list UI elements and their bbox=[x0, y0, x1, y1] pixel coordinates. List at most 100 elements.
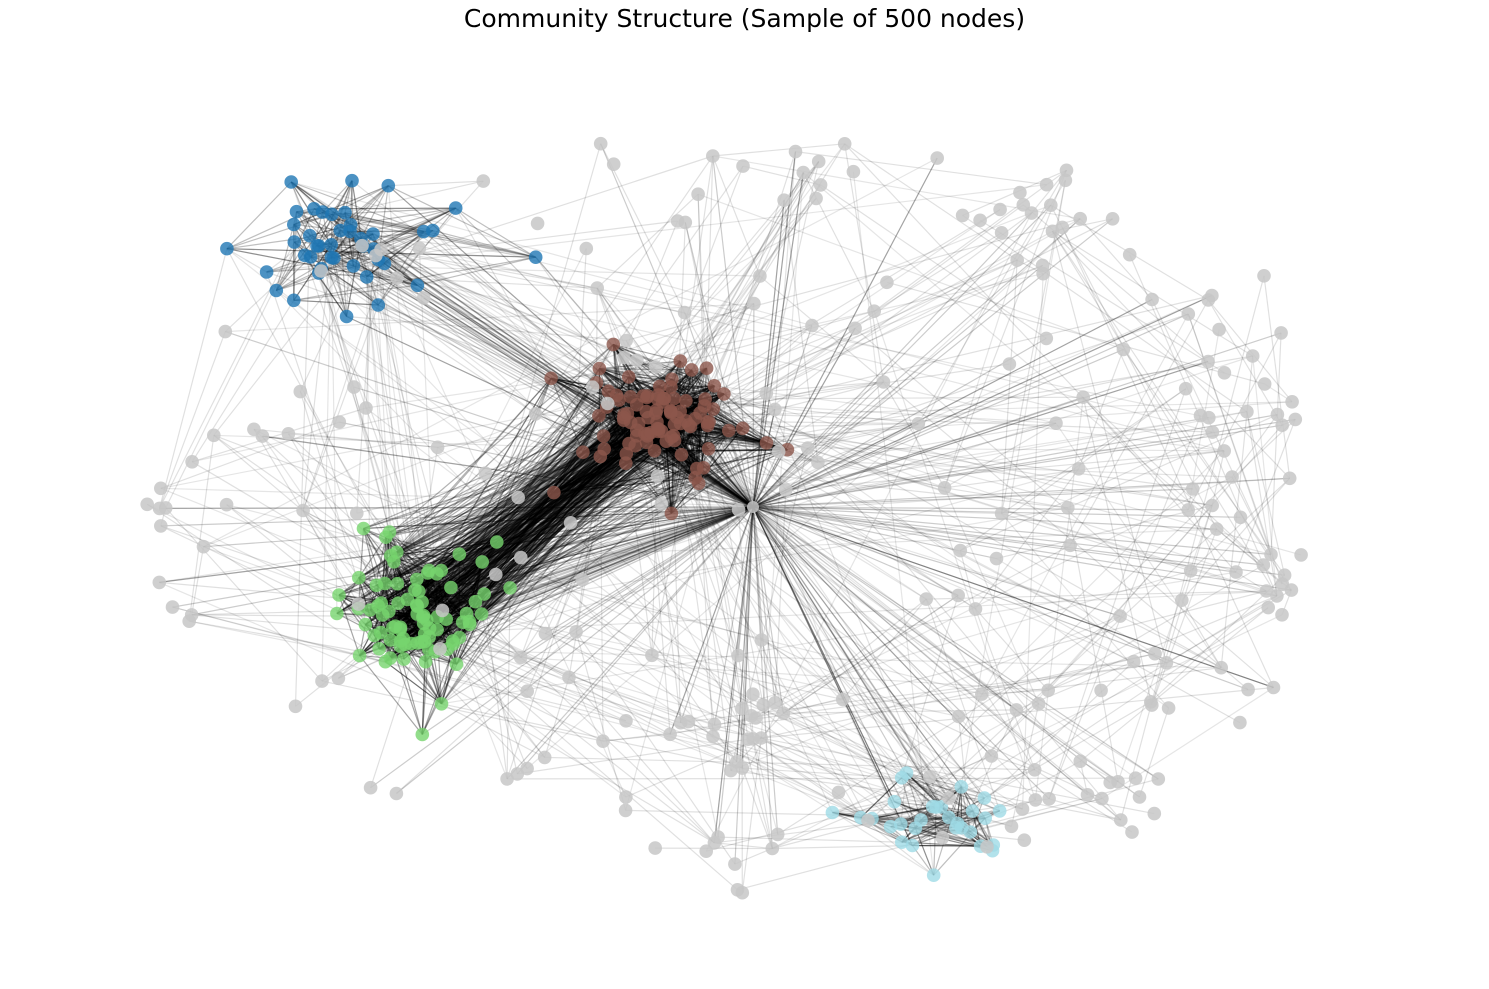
graph-edge bbox=[598, 415, 1119, 783]
graph-edge bbox=[674, 439, 1136, 779]
graph-edge bbox=[705, 398, 919, 425]
graph-edge bbox=[421, 394, 659, 603]
graph-edge bbox=[445, 506, 754, 620]
graph-edge bbox=[159, 411, 1247, 583]
graph-edge bbox=[912, 844, 981, 847]
graph-edge bbox=[817, 422, 1057, 463]
graph-edge bbox=[1047, 424, 1283, 691]
node-brown bbox=[667, 391, 681, 406]
graph-edge bbox=[553, 435, 605, 493]
graph-edge bbox=[685, 400, 1057, 424]
graph-edge bbox=[752, 172, 804, 508]
node-other bbox=[430, 440, 445, 455]
graph-edge bbox=[783, 594, 959, 714]
graph-edge bbox=[752, 442, 768, 508]
graph-edge bbox=[1051, 230, 1278, 597]
graph-edge bbox=[338, 467, 697, 596]
graph-edge bbox=[1082, 397, 1153, 706]
graph-edge bbox=[670, 426, 691, 514]
graph-edge bbox=[625, 737, 762, 798]
node-other bbox=[1259, 584, 1274, 598]
graph-edge bbox=[346, 180, 353, 317]
node-other bbox=[1028, 793, 1043, 807]
node-other bbox=[590, 281, 604, 295]
graph-edge bbox=[783, 590, 1267, 714]
graph-edge bbox=[418, 433, 648, 592]
graph-edge bbox=[384, 155, 713, 264]
graph-edge bbox=[436, 506, 754, 631]
graph-edge bbox=[456, 445, 636, 665]
graph-edge bbox=[673, 435, 959, 596]
graph-edge bbox=[380, 578, 418, 604]
graph-edge bbox=[1001, 388, 1187, 515]
graph-edge bbox=[400, 409, 658, 642]
graph-edge bbox=[737, 655, 773, 849]
graph-edge bbox=[759, 275, 1249, 691]
graph-edge bbox=[550, 378, 749, 740]
node-green bbox=[393, 634, 408, 648]
graph-edge bbox=[962, 214, 1248, 413]
graph-edge bbox=[871, 805, 933, 820]
graph-edge bbox=[452, 435, 674, 642]
node-other bbox=[1241, 682, 1255, 697]
node-green bbox=[390, 545, 404, 559]
graph-edge bbox=[396, 506, 754, 794]
graph-edge bbox=[399, 406, 608, 630]
graph-edge bbox=[310, 256, 379, 261]
graph-edge bbox=[882, 381, 946, 489]
graph-edge bbox=[752, 506, 1278, 597]
graph-edge bbox=[294, 235, 311, 707]
graph-edge bbox=[339, 421, 754, 508]
graph-edge bbox=[456, 482, 700, 665]
graph-edge bbox=[738, 509, 754, 739]
graph-edge bbox=[509, 587, 950, 799]
graph-edge bbox=[1235, 419, 1296, 573]
graph-edge bbox=[437, 446, 981, 847]
node-other bbox=[1127, 654, 1141, 669]
graph-edge bbox=[685, 208, 1001, 402]
graph-edge bbox=[673, 424, 754, 508]
graph-edge bbox=[713, 506, 754, 843]
node-brown bbox=[664, 406, 678, 420]
graph-edge bbox=[426, 453, 627, 621]
graph-edge bbox=[752, 328, 856, 508]
graph-edge bbox=[385, 506, 754, 663]
graph-edge bbox=[353, 386, 754, 508]
graph-edge bbox=[747, 738, 869, 821]
node-other bbox=[1059, 163, 1074, 178]
node-other bbox=[1274, 326, 1288, 340]
graph-edge bbox=[396, 377, 552, 553]
graph-edge bbox=[365, 407, 916, 829]
graph-edge bbox=[1190, 477, 1291, 572]
node-other bbox=[1233, 510, 1248, 525]
graph-edge bbox=[506, 587, 511, 779]
graph-edge bbox=[293, 224, 418, 580]
graph-edge bbox=[901, 777, 973, 812]
graph-edge bbox=[1082, 396, 1237, 573]
node-green bbox=[418, 654, 433, 669]
graph-edge bbox=[370, 506, 754, 789]
graph-edge bbox=[390, 394, 617, 557]
node-green bbox=[382, 525, 397, 539]
node-other bbox=[606, 157, 621, 171]
graph-edge bbox=[350, 185, 389, 226]
graph-edge bbox=[346, 315, 754, 508]
graph-edge bbox=[339, 230, 348, 317]
graph-edge bbox=[429, 636, 521, 659]
graph-edge bbox=[495, 573, 583, 581]
graph-edge bbox=[596, 193, 699, 289]
graph-edge bbox=[912, 810, 973, 847]
graph-edge bbox=[459, 553, 762, 641]
node-other bbox=[1027, 763, 1042, 777]
graph-edge bbox=[400, 425, 709, 642]
graph-edge bbox=[933, 817, 986, 876]
graph-edge bbox=[309, 235, 552, 379]
graph-edge bbox=[550, 377, 607, 408]
graph-edge bbox=[596, 360, 681, 384]
graph-edge bbox=[741, 506, 754, 769]
graph-edge bbox=[350, 180, 353, 225]
graph-edge bbox=[1231, 414, 1278, 478]
graph-edge bbox=[165, 507, 323, 682]
graph-edge bbox=[596, 287, 787, 491]
graph-edge bbox=[568, 506, 754, 678]
